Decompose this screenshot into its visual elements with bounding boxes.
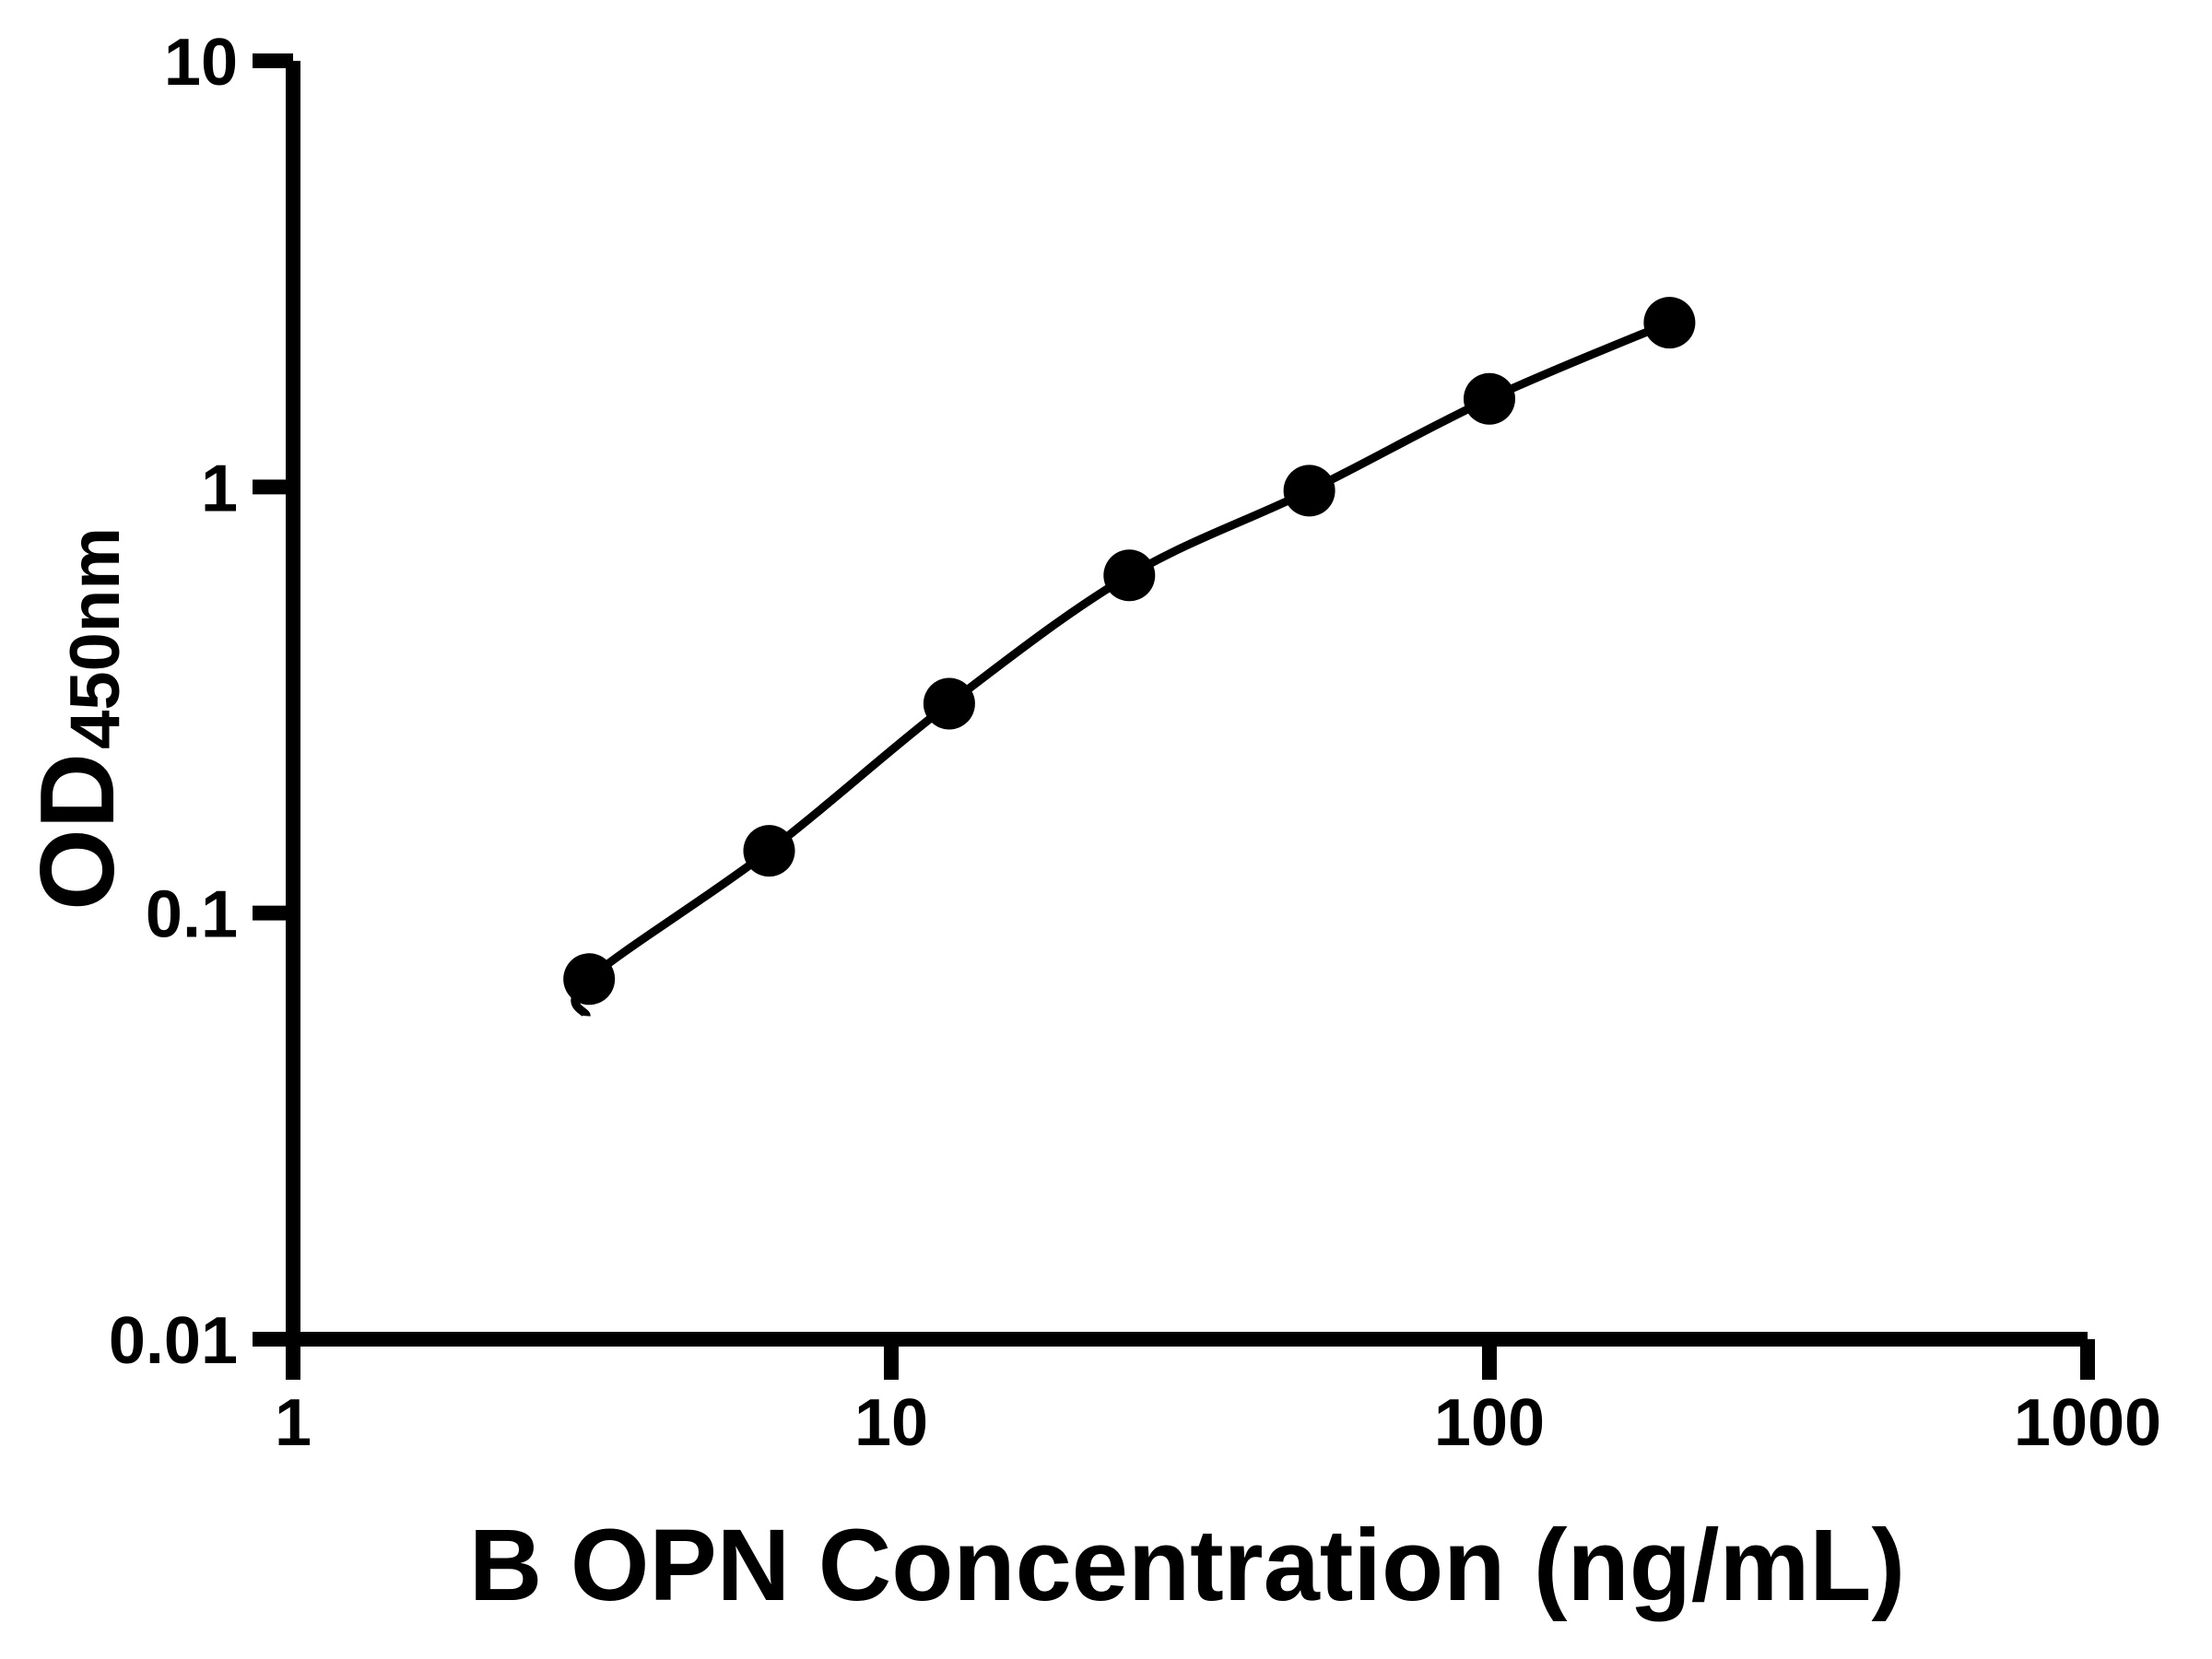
x-tick-label: 100	[1434, 1386, 1545, 1460]
data-point	[743, 825, 795, 877]
x-axis-title: B OPN Concentration (ng/mL)	[469, 1509, 1905, 1622]
y-tick-label: 0.1	[146, 878, 238, 952]
y-axis-title-sub: 450nm	[56, 527, 135, 749]
y-axis-title-main: OD	[19, 753, 136, 911]
data-point	[1103, 549, 1156, 602]
x-tick-label: 1	[275, 1386, 312, 1460]
y-tick-label: 10	[164, 26, 238, 100]
data-point	[1283, 465, 1335, 517]
x-tick-label: 1000	[2014, 1386, 2161, 1460]
data-point	[923, 677, 975, 730]
x-tick-label: 10	[854, 1386, 928, 1460]
data-point	[1643, 297, 1696, 349]
tick-layer: 0.01 0.1 1 10 1 10 100 1000	[109, 26, 2161, 1460]
fit-curve	[571, 318, 1672, 1018]
fit-curve-layer	[571, 318, 1672, 1018]
data-point-layer	[563, 297, 1696, 1006]
axis-spine	[286, 61, 2088, 1347]
y-tick-label: 0.01	[109, 1304, 238, 1378]
y-tick-label: 1	[201, 452, 238, 525]
data-point	[1464, 372, 1515, 425]
y-axis-title: OD 450nm	[19, 527, 136, 911]
data-point	[563, 953, 616, 1006]
axes-layer	[286, 61, 2088, 1347]
